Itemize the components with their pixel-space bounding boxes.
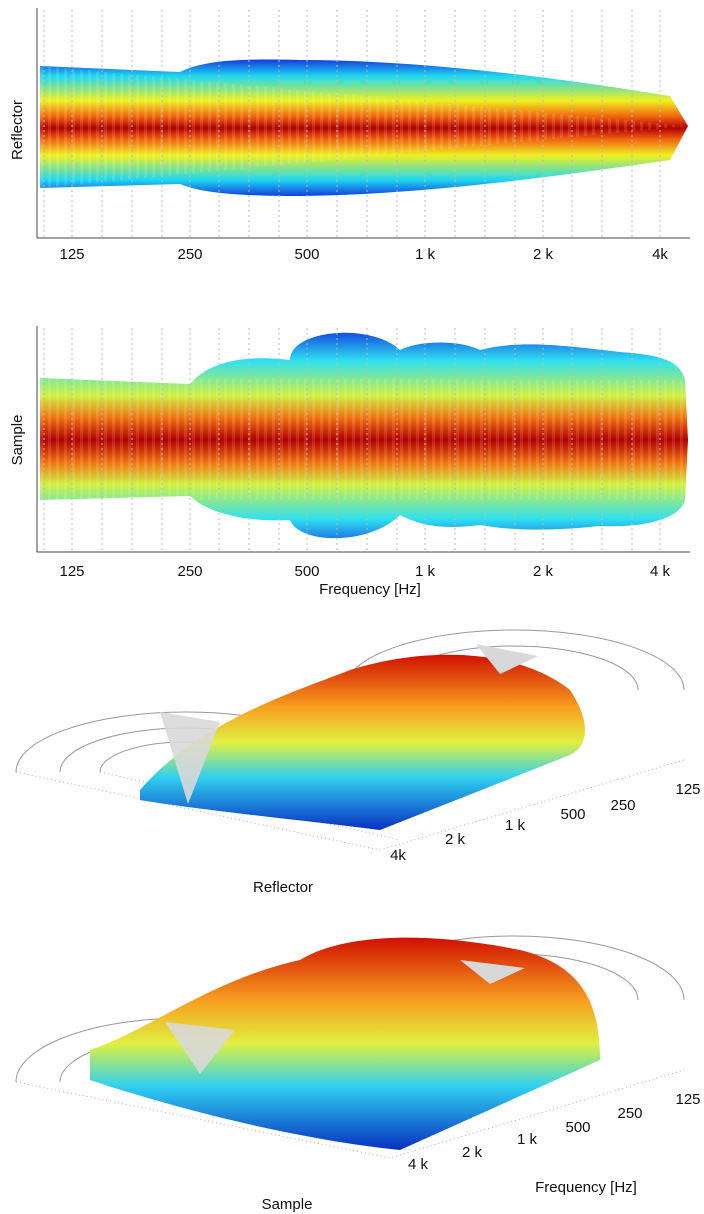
tick-label: 4 k [408,1156,429,1173]
x-tick-label: 250 [177,246,202,263]
x-label: Frequency [Hz] [319,581,421,598]
source-cone [165,1022,235,1074]
tick-label: 250 [617,1105,642,1122]
surface [140,654,585,830]
source-cone [160,712,220,804]
y-label: Sample [9,415,26,466]
heatmap-texture [40,66,688,188]
heatmap-panel: Sample Frequency [Hz] [9,326,690,598]
source-cone [460,960,525,984]
tick-label: 500 [565,1119,590,1136]
axis-label: Frequency [Hz] [535,1179,637,1196]
x-tick-label: 1 k [415,563,436,580]
x-tick-label: 125 [59,246,84,263]
x-tick-label: 1 k [415,246,436,263]
x-tick-label: 2 k [533,563,554,580]
x-tick-label: 4 k [650,563,671,580]
tick-label: 250 [610,797,635,814]
y-label: Reflector [9,100,26,160]
x-tick-label: 4k [652,246,668,263]
x-tick-label: 500 [294,246,319,263]
tick-label: 4k [390,847,406,864]
tick-label: 500 [560,806,585,823]
tick-label: 2 k [462,1144,483,1161]
x-tick-label: 2 k [533,246,554,263]
tick-label: 1 k [505,817,526,834]
heatmap-panel: Reflector [9,8,690,239]
tick-label: 125 [675,1091,700,1108]
tick-label: 1 k [517,1131,538,1148]
polar-3d-view: Frequency [Hz] Sample [15,935,685,1213]
surface [90,937,600,1150]
x-tick-label: 500 [294,563,319,580]
polar-3d-view: Reflector [15,629,685,896]
heatmap-texture [40,378,688,500]
x-tick-label: 125 [59,563,84,580]
caption: Reflector [253,879,313,896]
source-cone [476,644,538,674]
x-tick-label: 250 [177,563,202,580]
caption: Sample [262,1196,313,1213]
tick-label: 2 k [445,831,466,848]
tick-label: 125 [675,781,700,798]
